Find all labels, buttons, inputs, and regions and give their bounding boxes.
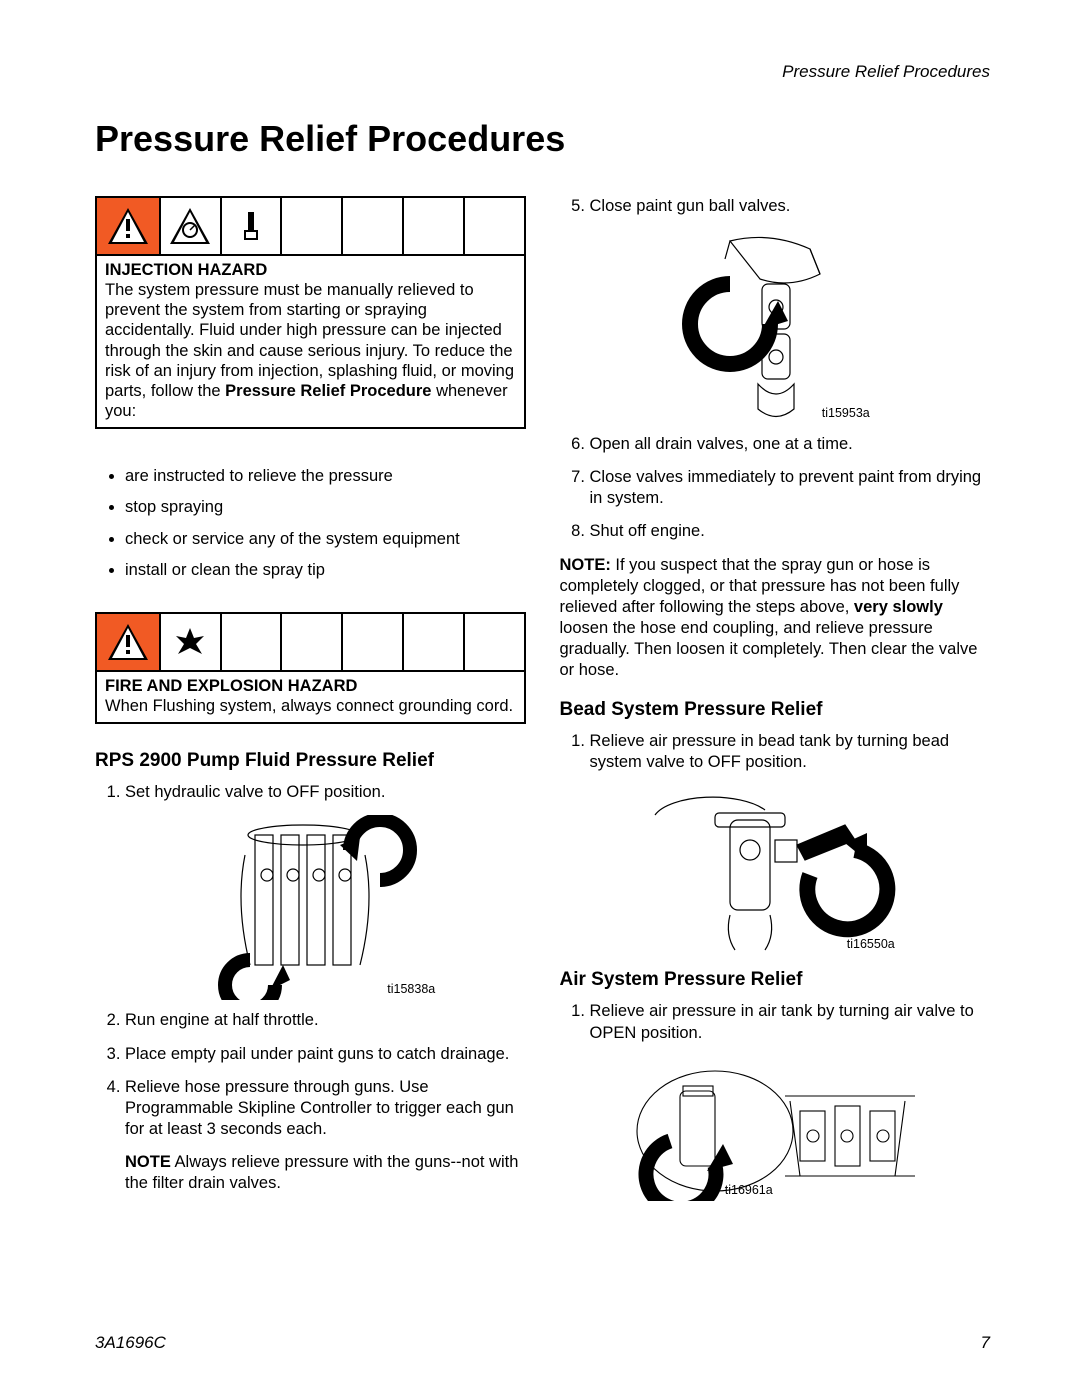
step-1: Set hydraulic valve to OFF position. — [125, 782, 526, 803]
warning-body: FIRE AND EXPLOSION HAZARD When Flushing … — [97, 670, 524, 722]
explosion-icon — [161, 612, 222, 670]
section-heading-bead: Bead System Pressure Relief — [560, 699, 991, 721]
figure-ball-valves: ti15953a — [670, 229, 880, 424]
figure-air-valve: ti16961a — [625, 1056, 925, 1201]
step-4: Relieve hose pressure through guns. Use … — [125, 1077, 526, 1140]
rps-steps-right: Close paint gun ball valves. — [560, 196, 991, 217]
empty-cell — [465, 612, 524, 670]
injection-gauge-icon — [161, 196, 222, 254]
warning-icon-row — [97, 612, 524, 670]
figure-caption: ti16550a — [847, 937, 895, 951]
rps-steps: Set hydraulic valve to OFF position. — [95, 782, 526, 803]
running-header: Pressure Relief Procedures — [782, 62, 990, 82]
warning-body: INJECTION HAZARD The system pressure mus… — [97, 254, 524, 427]
bullet-item: check or service any of the system equip… — [125, 528, 526, 550]
rps-steps-cont: Run engine at half throttle. Place empty… — [95, 1010, 526, 1140]
left-column: INJECTION HAZARD The system pressure mus… — [95, 196, 526, 1208]
empty-cell — [343, 612, 404, 670]
figure-bead-valve: ti16550a — [645, 785, 905, 955]
note-text: Always relieve pressure with the guns--n… — [125, 1153, 518, 1192]
warning-box-injection: INJECTION HAZARD The system pressure mus… — [95, 196, 526, 429]
empty-cell — [404, 612, 465, 670]
right-column: Close paint gun ball valves. ti15953a Op… — [560, 196, 991, 1208]
step-2: Run engine at half throttle. — [125, 1010, 526, 1031]
bead-step-1: Relieve air pressure in bead tank by tur… — [590, 731, 991, 773]
empty-cell — [282, 196, 343, 254]
section-heading-rps: RPS 2900 Pump Fluid Pressure Relief — [95, 750, 526, 772]
hazard-label: FIRE AND EXPLOSION HAZARD — [105, 677, 357, 695]
note-label: NOTE: — [560, 556, 611, 574]
warning-box-fire: FIRE AND EXPLOSION HAZARD When Flushing … — [95, 612, 526, 724]
hazard-label: INJECTION HAZARD — [105, 261, 267, 279]
air-steps: Relieve air pressure in air tank by turn… — [560, 1001, 991, 1043]
warning-bullets: are instructed to relieve the pressure s… — [95, 455, 526, 581]
content-columns: INJECTION HAZARD The system pressure mus… — [95, 196, 990, 1208]
figure-caption: ti16961a — [725, 1183, 773, 1197]
bullet-item: stop spraying — [125, 496, 526, 518]
empty-cell — [343, 196, 404, 254]
footer-page-number: 7 — [981, 1333, 990, 1353]
step-8: Shut off engine. — [590, 521, 991, 542]
air-step-1: Relieve air pressure in air tank by turn… — [590, 1001, 991, 1043]
note-bold: very slowly — [854, 598, 943, 616]
warning-triangle-icon — [97, 196, 161, 254]
clog-note: NOTE: If you suspect that the spray gun … — [560, 555, 991, 682]
bead-steps: Relieve air pressure in bead tank by tur… — [560, 731, 991, 773]
note-text: loosen the hose end coupling, and reliev… — [560, 619, 978, 679]
empty-cell — [404, 196, 465, 254]
warning-triangle-icon — [97, 612, 161, 670]
step-6: Open all drain valves, one at a time. — [590, 434, 991, 455]
figure-caption: ti15953a — [822, 406, 870, 420]
footer-doc-id: 3A1696C — [95, 1333, 166, 1353]
warning-icon-row — [97, 196, 524, 254]
step-5: Close paint gun ball valves. — [590, 196, 991, 217]
empty-cell — [222, 612, 283, 670]
warning-text: When Flushing system, always connect gro… — [105, 697, 513, 715]
section-heading-air: Air System Pressure Relief — [560, 969, 991, 991]
empty-cell — [282, 612, 343, 670]
step-7: Close valves immediately to prevent pain… — [590, 467, 991, 509]
rps-steps-right2: Open all drain valves, one at a time. Cl… — [560, 434, 991, 542]
page-title: Pressure Relief Procedures — [95, 118, 990, 160]
bullet-item: install or clean the spray tip — [125, 559, 526, 581]
step-4-note: NOTE Always relieve pressure with the gu… — [95, 1152, 526, 1194]
empty-cell — [465, 196, 524, 254]
note-label: NOTE — [125, 1153, 171, 1171]
spray-equipment-icon — [222, 196, 283, 254]
figure-caption: ti15838a — [387, 982, 435, 996]
warning-text-bold: Pressure Relief Procedure — [225, 382, 431, 400]
figure-hydraulic-valve: ti15838a — [175, 815, 445, 1000]
step-3: Place empty pail under paint guns to cat… — [125, 1044, 526, 1065]
bullet-item: are instructed to relieve the pressure — [125, 465, 526, 487]
